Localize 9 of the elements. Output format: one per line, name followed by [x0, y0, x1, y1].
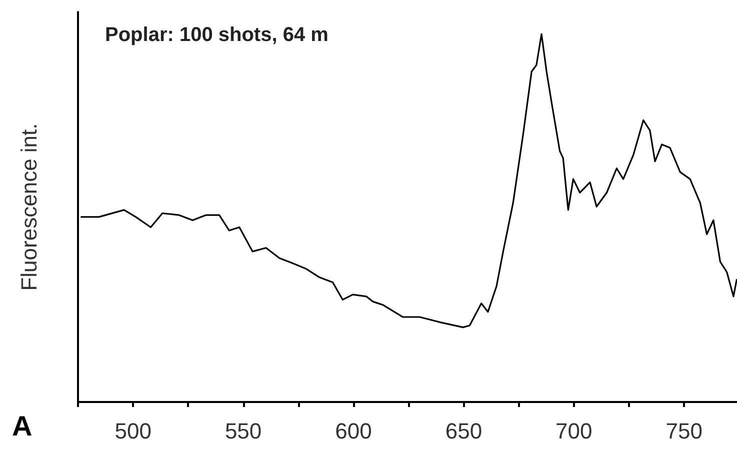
x-tick-label: 650 — [445, 418, 482, 444]
chart-title: Poplar: 100 shots, 64 m — [105, 24, 328, 46]
x-tick-label: 600 — [335, 418, 372, 444]
y-axis-title: Fluorescence int. — [16, 123, 42, 291]
x-tick-label: 700 — [556, 418, 592, 444]
x-tick-label: 750 — [666, 418, 702, 444]
x-tick-label: 500 — [114, 418, 152, 444]
x-tick-label: 550 — [224, 418, 262, 444]
text: A — [12, 410, 32, 442]
